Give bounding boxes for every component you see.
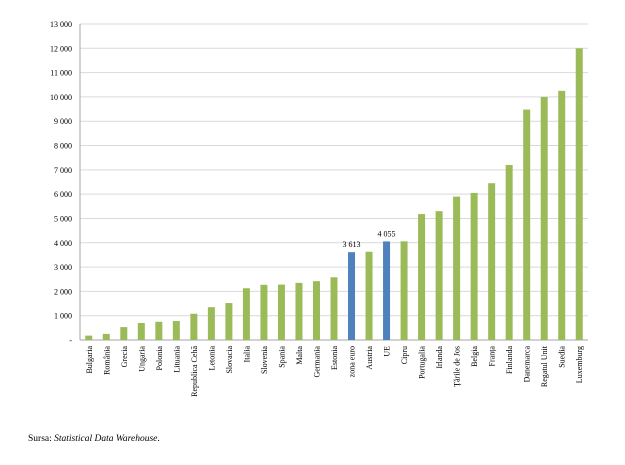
bar (190, 313, 198, 340)
x-tick-label: Grecia (120, 346, 129, 368)
x-tick-label: Republica Cehă (190, 346, 199, 397)
x-tick-label: Bulgaria (85, 346, 94, 374)
y-tick-label: 13 000 (50, 20, 72, 29)
bar (365, 251, 373, 340)
data-label: 4 055 (378, 229, 396, 238)
x-tick-label: Danemarca (523, 346, 532, 383)
source-note: Sursa: Statistical Data Warehouse. (28, 434, 160, 444)
source-suffix: . (157, 434, 160, 444)
x-tick-label: Cipru (400, 346, 409, 364)
x-tick-label: Estonia (330, 346, 339, 370)
x-tick-label: Germania (312, 346, 321, 378)
bar (488, 183, 496, 340)
x-tick-label: Slovenia (260, 346, 269, 374)
y-tick-label: 3 000 (54, 263, 72, 272)
x-tick-label: Austria (365, 346, 374, 370)
bar (435, 211, 443, 340)
bar (312, 281, 320, 340)
y-tick-label: 7 000 (54, 166, 72, 175)
y-tick-label: 4 000 (54, 239, 72, 248)
bar (330, 277, 338, 340)
bar (242, 288, 250, 340)
y-tick-label: - (69, 336, 72, 345)
bar (348, 252, 356, 340)
bar (400, 241, 408, 340)
bar (505, 164, 513, 340)
y-tick-label: 8 000 (54, 142, 72, 151)
bar (295, 282, 303, 340)
x-tick-label: Țările de Jos (453, 346, 463, 387)
bar (558, 90, 566, 340)
bar (277, 284, 285, 340)
bar-chart: - 1 000 2 000 3 000 4 000 5 000 6 000 7 000 8 00… (50, 20, 588, 397)
y-tick-label: 12 000 (50, 44, 72, 53)
x-tick-label: Spania (277, 346, 286, 368)
bar (155, 321, 163, 340)
bar (85, 335, 93, 340)
x-tick-label: Regatul Unit (540, 345, 549, 387)
bar (523, 109, 531, 340)
bar (102, 333, 110, 340)
x-tick-label: Portugalia (418, 346, 427, 379)
bar (137, 322, 145, 340)
bar (383, 241, 391, 340)
bar (540, 96, 548, 340)
x-tick-label: zona euro (348, 346, 357, 377)
x-tick-label: Franța (488, 346, 497, 367)
source-name: Statistical Data Warehouse (54, 434, 158, 444)
x-tick-label: Luxemburg (575, 346, 584, 383)
bar (470, 192, 478, 340)
x-tick-label: Letonia (207, 346, 216, 371)
y-tick-label: 10 000 (50, 93, 72, 102)
x-tick-label: Malta (295, 346, 304, 365)
y-tick-label: 6 000 (54, 190, 72, 199)
bar (172, 321, 180, 340)
x-tick-label: Italia (242, 346, 251, 363)
y-tick-label: 1 000 (54, 312, 72, 321)
x-tick-label: Finlanda (505, 346, 514, 374)
data-label: 3 613 (343, 240, 361, 249)
y-tick-label: 9 000 (54, 117, 72, 126)
x-tick-label: UE (383, 346, 392, 357)
x-tick-label: Slovacia (225, 346, 234, 374)
x-tick-label: România (102, 346, 111, 375)
y-tick-label: 11 000 (50, 69, 72, 78)
bar (225, 303, 233, 340)
bar (575, 48, 583, 341)
x-tick-label: Lituania (172, 346, 181, 373)
bar (120, 327, 128, 340)
bar (453, 196, 461, 340)
y-tick-label: 5 000 (54, 214, 72, 223)
x-tick-label: Ungaria (137, 346, 146, 372)
bar (260, 284, 268, 340)
x-tick-label: Polonia (155, 346, 164, 371)
bar (207, 307, 215, 340)
y-tick-label: 2 000 (54, 287, 72, 296)
source-prefix: Sursa: (28, 434, 55, 444)
bar (418, 214, 426, 340)
x-tick-label: Irlanda (435, 346, 444, 369)
x-tick-label: Suedia (558, 346, 567, 368)
x-tick-label: Belgia (470, 346, 479, 367)
